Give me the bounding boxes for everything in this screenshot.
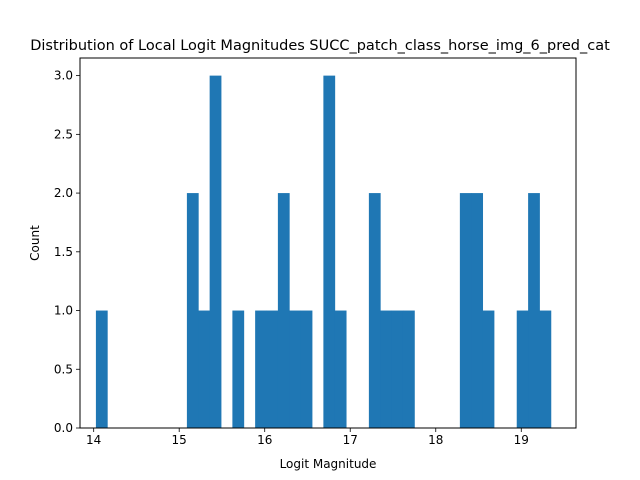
histogram-bar xyxy=(198,310,211,428)
x-tick-label: 17 xyxy=(343,433,358,447)
histogram-bar xyxy=(402,310,415,428)
histogram-bar xyxy=(368,193,381,428)
bars-group xyxy=(95,75,552,428)
histogram-bar xyxy=(277,193,290,428)
x-tick-label: 18 xyxy=(428,433,443,447)
chart-title: Distribution of Local Logit Magnitudes S… xyxy=(30,38,610,54)
y-axis-ticks: 0.0 0.5 1.0 1.5 2.0 2.5 3.0 xyxy=(54,69,80,435)
histogram-bar xyxy=(289,310,302,428)
histogram-bar xyxy=(482,310,495,428)
histogram-bar xyxy=(459,193,472,428)
histogram-bar xyxy=(516,310,529,428)
histogram-bar xyxy=(209,75,222,428)
histogram-bar xyxy=(380,310,393,428)
histogram-bar xyxy=(539,310,552,428)
x-tick-label: 19 xyxy=(514,433,529,447)
y-tick-label: 0.5 xyxy=(54,362,73,376)
y-tick-label: 3.0 xyxy=(54,69,73,83)
x-tick-label: 16 xyxy=(257,433,272,447)
histogram-bar xyxy=(334,310,347,428)
histogram-bar xyxy=(300,310,313,428)
y-tick-label: 2.0 xyxy=(54,186,73,200)
histogram-bar xyxy=(232,310,245,428)
histogram-bar xyxy=(186,193,199,428)
histogram-bar xyxy=(95,310,108,428)
y-axis-label: Count xyxy=(28,225,42,261)
histogram-bar xyxy=(323,75,336,428)
histogram-bar xyxy=(255,310,267,428)
y-tick-label: 2.5 xyxy=(54,127,73,141)
x-tick-label: 15 xyxy=(172,433,187,447)
y-tick-label: 1.5 xyxy=(54,245,73,259)
histogram-bar xyxy=(471,193,484,428)
y-tick-label: 1.0 xyxy=(54,304,73,318)
histogram-bar xyxy=(266,310,279,428)
histogram-bar xyxy=(391,310,404,428)
x-axis-label: Logit Magnitude xyxy=(280,457,377,471)
x-tick-label: 14 xyxy=(86,433,101,447)
y-tick-label: 0.0 xyxy=(54,421,73,435)
x-axis-ticks: 14 15 16 17 18 19 xyxy=(86,428,529,447)
histogram-bar xyxy=(528,193,540,428)
plot-frame xyxy=(79,57,577,429)
